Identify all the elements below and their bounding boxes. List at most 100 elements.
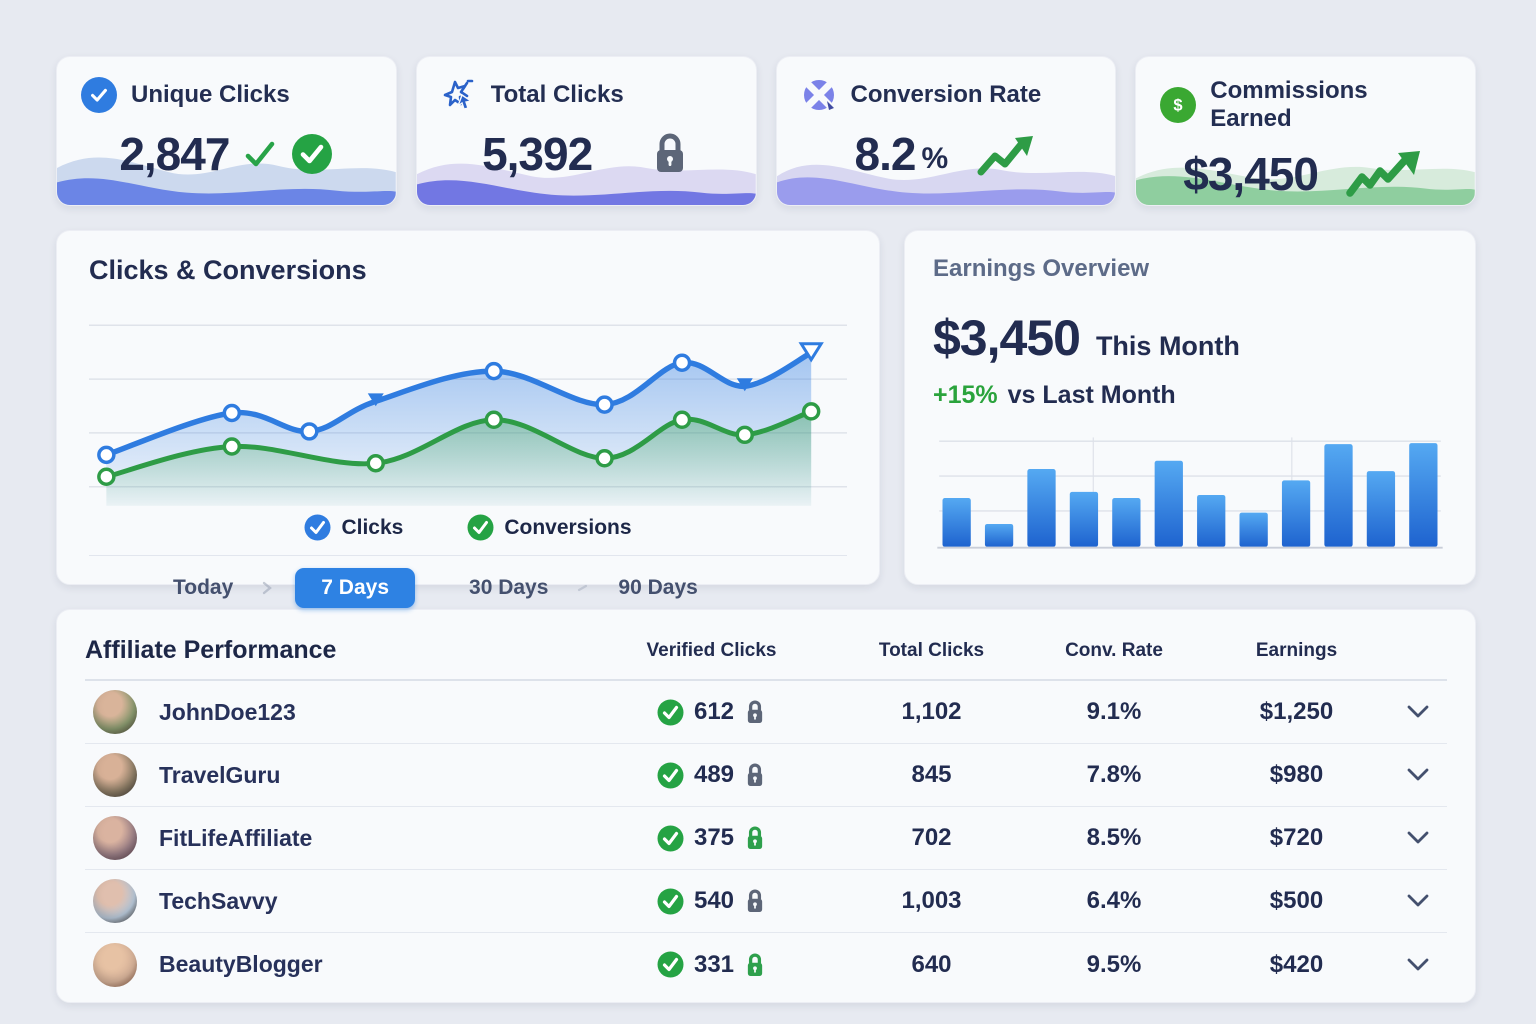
table-row[interactable]: FitLifeAffiliate 375 702 8.5% $720 [85, 807, 1447, 870]
verified-check-icon [657, 951, 684, 978]
tick-separator-icon [576, 582, 590, 594]
chevron-down-icon[interactable] [1389, 894, 1447, 908]
table-title: Affiliate Performance [85, 636, 337, 664]
conversion-rate-value: 7.8% [1086, 761, 1142, 788]
conversion-rate-value: 9.5% [1086, 950, 1142, 978]
bar [1069, 491, 1099, 547]
lock-icon [747, 889, 763, 912]
range-30-days[interactable]: 30 Days [469, 576, 549, 599]
col-header-conv-rate: Conv. Rate [1065, 639, 1163, 661]
verified-clicks-value: 375 [693, 824, 735, 851]
stat-value: 2,847 [119, 128, 230, 180]
legend-item-clicks[interactable]: Clicks [304, 514, 403, 541]
legend-check-blue-icon [304, 514, 331, 541]
bar [1239, 512, 1268, 547]
stat-value: $3,450 [1183, 148, 1319, 200]
bar [1324, 444, 1353, 547]
verified-clicks-value: 612 [693, 698, 735, 725]
table-row[interactable]: BeautyBlogger 331 640 9.5% $420 [85, 933, 1447, 996]
affiliate-name: TravelGuru [159, 761, 281, 788]
verified-check-icon [657, 825, 684, 851]
stat-card-total-clicks: Total Clicks 5,392 [415, 56, 757, 206]
earnings-overview-card: Earnings Overview $3,450 This Month +15%… [904, 230, 1476, 585]
total-clicks-value: 1,003 [901, 887, 962, 914]
verified-check-icon [657, 888, 684, 914]
affiliate-name: BeautyBlogger [159, 951, 323, 977]
verified-check-icon [657, 762, 684, 788]
avatar [93, 816, 137, 860]
lock-icon [657, 133, 684, 172]
stat-label: Conversion Rate [850, 81, 1042, 108]
col-header-total-clicks: Total Clicks [878, 639, 985, 661]
table-row[interactable]: JohnDoe123 612 1,102 9.1% $1,250 [85, 681, 1447, 744]
earnings-bar-chart [933, 428, 1447, 560]
earnings-value: $1,250 [1259, 698, 1334, 725]
col-header-earnings: Earnings [1255, 639, 1338, 661]
verified-clicks-value: 489 [693, 761, 735, 788]
total-clicks-value: 1,102 [901, 698, 962, 725]
stat-label: Total Clicks [490, 81, 624, 108]
stat-card-conversion-rate: Conversion Rate 8.2 % [775, 56, 1117, 206]
chevron-down-icon[interactable] [1389, 958, 1447, 972]
stat-value: 5,392 [482, 128, 593, 180]
legend-label: Clicks [341, 515, 404, 539]
bar [984, 523, 1014, 547]
line-chart-svg [89, 324, 847, 506]
bar [1409, 443, 1438, 547]
time-range-selector: Today 7 Days 30 Days 90 Days [89, 555, 847, 608]
stat-value: 8.2 [854, 128, 917, 180]
total-clicks-value: 845 [911, 761, 952, 788]
affiliate-performance-card: Affiliate Performance Verified Clicks To… [56, 609, 1476, 1003]
earnings-delta: +15% [933, 381, 998, 409]
table-row[interactable]: TechSavvy 540 1,003 6.4% $500 [85, 870, 1447, 933]
earnings-title: Earnings Overview [933, 255, 1150, 282]
avatar [93, 879, 137, 923]
total-clicks-value: 640 [911, 950, 952, 978]
stat-card-commissions: $ Commissions Earned $3,450 [1135, 56, 1476, 206]
segmented-circle-icon [801, 77, 837, 113]
earnings-value: $720 [1269, 824, 1324, 851]
wave-decoration [416, 163, 756, 205]
avatar [93, 690, 137, 734]
clicks-conversions-chart [89, 300, 847, 512]
stat-card-row: Unique Clicks 2,847 [56, 56, 1476, 206]
bar [1027, 469, 1056, 547]
verified-clicks-value: 540 [693, 887, 735, 914]
table-row[interactable]: TravelGuru 489 845 7.8% $980 [85, 744, 1447, 807]
avatar [93, 942, 137, 987]
check-circle-icon [292, 134, 333, 174]
stat-label: Commissions Earned [1210, 77, 1368, 132]
verified-check-icon [657, 699, 684, 725]
wave-decoration [57, 157, 396, 205]
dollar-circle-icon: $ [1160, 87, 1197, 123]
lock-icon [747, 952, 763, 976]
clicks-conversions-card: Clicks & Conversions Clicks [56, 230, 880, 608]
lock-icon [747, 763, 763, 786]
stat-label: Unique Clicks [131, 81, 290, 108]
chevron-down-icon[interactable] [1389, 831, 1447, 845]
table-header: Affiliate Performance Verified Clicks To… [85, 628, 1447, 681]
avatar [93, 753, 137, 797]
verified-clicks-value: 331 [693, 950, 735, 978]
conversion-rate-value: 6.4% [1086, 887, 1142, 914]
bar [1112, 498, 1141, 547]
chevron-right-icon [261, 581, 273, 595]
range-90-days[interactable]: 90 Days [618, 576, 698, 599]
chart-legend: Clicks Conversions [89, 514, 847, 541]
legend-item-conversions[interactable]: Conversions [467, 514, 632, 541]
col-header-verified-clicks: Verified Clicks [646, 639, 777, 661]
chevron-down-icon[interactable] [1389, 768, 1447, 782]
check-mark-icon [246, 141, 275, 167]
bar [1281, 480, 1311, 547]
earnings-amount: $3,450 [933, 310, 1081, 366]
affiliate-name: JohnDoe123 [159, 698, 296, 725]
badge-check-icon [81, 77, 117, 113]
legend-check-green-icon [467, 514, 494, 541]
conversion-rate-value: 9.1% [1086, 698, 1142, 725]
wave-decoration [776, 164, 1116, 205]
range-today[interactable]: Today [173, 576, 234, 599]
chevron-down-icon[interactable] [1389, 705, 1447, 719]
lock-icon [747, 700, 763, 723]
range-7-days[interactable]: 7 Days [295, 568, 416, 608]
legend-label: Conversions [504, 515, 632, 539]
